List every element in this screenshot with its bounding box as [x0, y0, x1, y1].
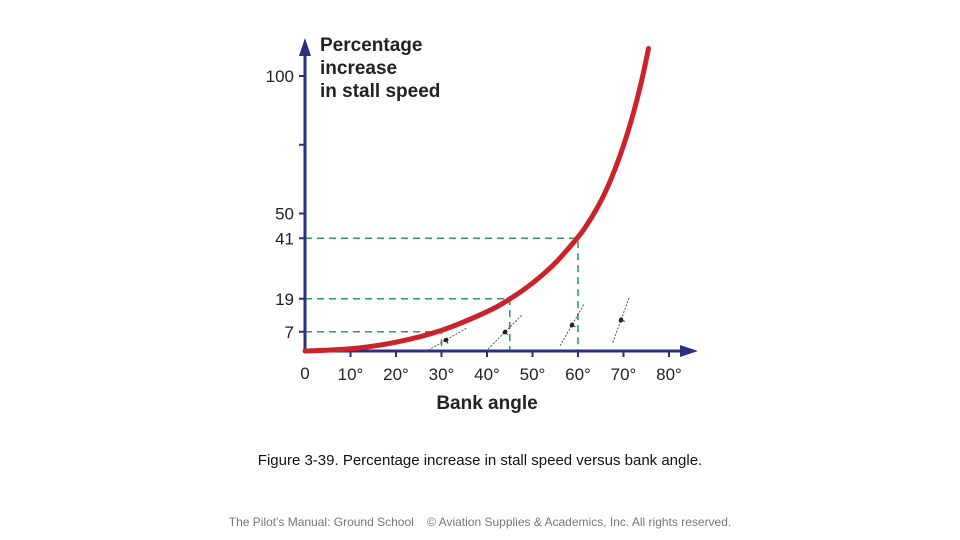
reference-lines — [305, 237, 579, 351]
x-axis-label: Bank angle — [436, 393, 537, 414]
x-tick-label-0: 10° — [338, 365, 364, 384]
figure-caption: Figure 3-39. Percentage increase in stal… — [0, 452, 960, 469]
aircraft-bank-icons — [424, 297, 630, 353]
x-tick-label-2: 30° — [429, 365, 455, 384]
aircraft-wing-3 — [612, 297, 630, 343]
x-tick-label-5: 60° — [565, 365, 591, 384]
y-tick-label-0: 7 — [285, 323, 294, 342]
footer: The Pilot's Manual: Ground School © Avia… — [0, 515, 960, 529]
figure-number: Figure 3-39. — [257, 452, 339, 469]
aircraft-icon-0 — [424, 327, 468, 353]
caption-text: Percentage increase in stall speed versu… — [342, 452, 703, 469]
y-tick-label-1: 19 — [275, 290, 294, 309]
x-axis-arrow — [680, 345, 698, 357]
x-tick-label-7: 80° — [656, 365, 682, 384]
y-tick-label-2: 41 — [275, 229, 294, 248]
y-axis-arrow — [299, 38, 311, 56]
aircraft-tail-0 — [445, 339, 449, 344]
x-tick-label-6: 70° — [611, 365, 637, 384]
footer-book-title: The Pilot's Manual: Ground School — [228, 515, 414, 529]
axes — [299, 38, 698, 357]
reference-line-1 — [305, 297, 511, 351]
aircraft-tail-2 — [571, 324, 576, 328]
y-axis-label-line-2: increase — [320, 58, 397, 79]
reference-line-2 — [305, 237, 579, 351]
x-ticks: 10° 20° 30° 40° 50° 60° 70° 80° — [338, 351, 682, 384]
x-tick-label-4: 50° — [520, 365, 546, 384]
y-axis-label-line-1: Percentage — [320, 35, 422, 56]
y-ticks: 7 19 41 50 100 — [266, 67, 305, 342]
aircraft-icon-1 — [487, 314, 523, 350]
x-tick-label-3: 40° — [474, 365, 500, 384]
aircraft-wing-0 — [424, 327, 468, 353]
aircraft-icon-2 — [559, 303, 585, 347]
aircraft-icon-3 — [612, 297, 630, 343]
x-tick-label-1: 20° — [383, 365, 409, 384]
aircraft-wing-2 — [559, 303, 585, 347]
y-tick-label-3: 50 — [275, 205, 294, 224]
stall-speed-chart: 7 19 41 50 100 10° 20° 30° 40° 50° 60° 70° 80° Perc… — [266, 35, 698, 414]
y-tick-label-5: 100 — [266, 67, 294, 86]
footer-copyright: © Aviation Supplies & Academics, Inc. Al… — [427, 515, 732, 529]
aircraft-tail-1 — [504, 331, 509, 336]
origin-label: 0 — [300, 364, 309, 383]
stall-speed-curve — [302, 46, 652, 354]
aircraft-wing-1 — [487, 314, 523, 350]
y-axis-label-line-3: in stall speed — [320, 81, 440, 102]
aircraft-tail-3 — [620, 319, 625, 322]
